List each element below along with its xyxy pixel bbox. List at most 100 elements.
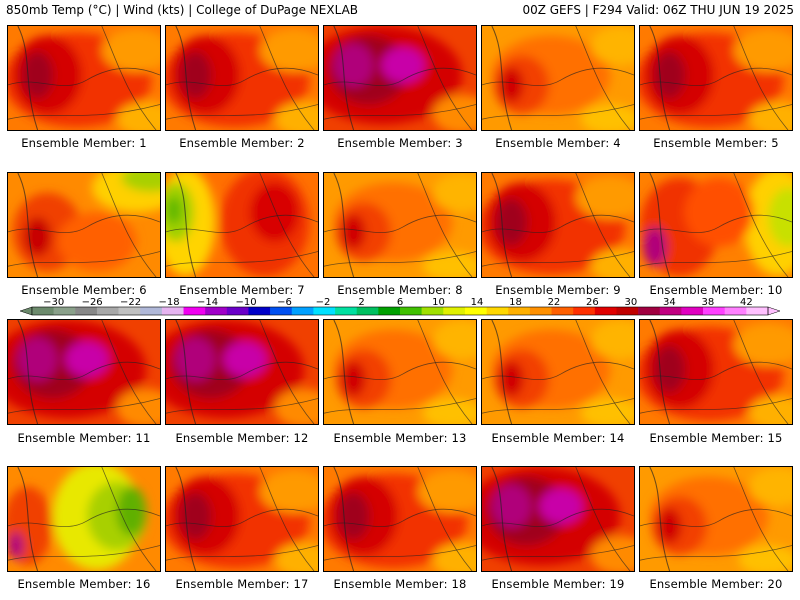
- colorbar-swatch: [529, 307, 552, 315]
- colorbar-swatch: [638, 307, 661, 315]
- colorbar-tick-label: 38: [702, 297, 715, 308]
- temperature-field-9: [482, 173, 634, 277]
- colorbar-tick-label: 6: [397, 297, 403, 308]
- ensemble-panel-7: [165, 172, 319, 278]
- ensemble-panel-4: [481, 25, 635, 131]
- colorbar-tick-label: −26: [82, 297, 103, 308]
- ensemble-panel-19: [481, 466, 635, 572]
- temperature-field-4: [482, 26, 634, 130]
- colorbar-tick-label: 26: [586, 297, 599, 308]
- ensemble-member-label: Ensemble Member: 7: [179, 283, 305, 297]
- ensemble-panel-11: [7, 319, 161, 425]
- ensemble-member-label: Ensemble Member: 13: [333, 431, 467, 445]
- colorbar-swatch: [551, 307, 574, 315]
- colorbar-swatch: [724, 307, 747, 315]
- temperature-field-3: [324, 26, 476, 130]
- colorbar-swatch: [573, 307, 596, 315]
- colorbar-swatch: [291, 307, 314, 315]
- colorbar-swatch: [400, 307, 422, 315]
- ensemble-panel-10: [639, 172, 793, 278]
- temperature-field-17: [166, 467, 318, 571]
- colorbar-swatch: [335, 307, 358, 315]
- temperature-field-11: [8, 320, 160, 424]
- ensemble-member-label: Ensemble Member: 14: [491, 431, 625, 445]
- temperature-field-18: [324, 467, 476, 571]
- temperature-field-5: [640, 26, 792, 130]
- ensemble-panel-6: [7, 172, 161, 278]
- temperature-field-20: [640, 467, 792, 571]
- ensemble-member-label: Ensemble Member: 9: [495, 283, 621, 297]
- temperature-field-14: [482, 320, 634, 424]
- ensemble-panel-2: [165, 25, 319, 131]
- colorbar-swatch: [270, 307, 293, 315]
- ensemble-member-label: Ensemble Member: 2: [179, 136, 305, 150]
- colorbar-tick-label: −6: [277, 297, 292, 308]
- temperature-field-19: [482, 467, 634, 571]
- temperature-field-15: [640, 320, 792, 424]
- colorbar-swatch: [248, 307, 271, 315]
- ensemble-member-label: Ensemble Member: 6: [21, 283, 147, 297]
- colorbar-swatch: [140, 307, 163, 315]
- temperature-field-6: [8, 173, 160, 277]
- colorbar-tick-label: −22: [120, 297, 141, 308]
- colorbar-tick-label: 14: [471, 297, 484, 308]
- colorbar-swatch: [594, 307, 617, 315]
- temperature-field-7: [166, 173, 318, 277]
- colorbar-swatch: [464, 307, 487, 315]
- ensemble-panel-18: [323, 466, 477, 572]
- colorbar-swatch: [226, 307, 249, 315]
- ensemble-member-label: Ensemble Member: 11: [17, 431, 151, 445]
- colorbar-swatch: [421, 307, 444, 315]
- temperature-field-2: [166, 26, 318, 130]
- temperature-field-12: [166, 320, 318, 424]
- colorbar-swatch: [183, 307, 206, 315]
- colorbar-swatch: [703, 307, 726, 315]
- colorbar-tick-label: 18: [509, 297, 522, 308]
- colorbar-tick-label: 2: [358, 297, 364, 308]
- colorbar-swatch: [659, 307, 682, 315]
- ensemble-panel-5: [639, 25, 793, 131]
- colorbar-swatch: [508, 307, 531, 315]
- colorbar-tick-label: −18: [159, 297, 180, 308]
- colorbar-tick-label: −30: [43, 297, 64, 308]
- colorbar-tick-label: 34: [663, 297, 676, 308]
- colorbar-swatch: [616, 307, 639, 315]
- colorbar-tick-label: −10: [236, 297, 257, 308]
- ensemble-member-label: Ensemble Member: 12: [175, 431, 309, 445]
- colorbar-arrow-low: [19, 306, 33, 316]
- run-valid-time: 00Z GEFS | F294 Valid: 06Z THU JUN 19 20…: [522, 3, 794, 17]
- ensemble-member-label: Ensemble Member: 17: [175, 577, 309, 591]
- colorbar-tick-label: 42: [740, 297, 753, 308]
- colorbar-swatch: [356, 307, 379, 315]
- temperature-field-8: [324, 173, 476, 277]
- ensemble-member-label: Ensemble Member: 20: [649, 577, 783, 591]
- ensemble-panel-9: [481, 172, 635, 278]
- ensemble-member-label: Ensemble Member: 19: [491, 577, 625, 591]
- ensemble-panel-8: [323, 172, 477, 278]
- temperature-field-10: [640, 173, 792, 277]
- ensemble-member-label: Ensemble Member: 8: [337, 283, 463, 297]
- colorbar-swatch: [313, 307, 336, 315]
- colorbar-tick-label: 22: [548, 297, 561, 308]
- colorbar-tick-label: −14: [197, 297, 218, 308]
- ensemble-panel-20: [639, 466, 793, 572]
- colorbar-swatch: [378, 307, 401, 315]
- ensemble-panel-17: [165, 466, 319, 572]
- ensemble-member-label: Ensemble Member: 16: [17, 577, 151, 591]
- colorbar-swatch: [75, 307, 98, 315]
- ensemble-member-label: Ensemble Member: 1: [21, 136, 147, 150]
- colorbar-tick-label: −2: [316, 297, 331, 308]
- ensemble-member-label: Ensemble Member: 3: [337, 136, 463, 150]
- colorbar-swatch: [443, 307, 466, 315]
- ensemble-panel-16: [7, 466, 161, 572]
- ensemble-member-label: Ensemble Member: 10: [649, 283, 783, 297]
- colorbar-swatch: [96, 307, 119, 315]
- colorbar-arrow-high: [767, 306, 781, 316]
- colorbar-swatch: [746, 307, 769, 315]
- ensemble-member-label: Ensemble Member: 4: [495, 136, 621, 150]
- colorbar-tick-label: 30: [625, 297, 638, 308]
- temperature-field-1: [8, 26, 160, 130]
- map-title: 850mb Temp (°C) | Wind (kts) | College o…: [6, 3, 359, 17]
- temperature-colorbar: −30 −26 −22 −18 −14 −10 −6 −2 2 6 10 14 18 22 26 30 34 38…: [19, 297, 781, 316]
- colorbar-swatch: [161, 307, 184, 315]
